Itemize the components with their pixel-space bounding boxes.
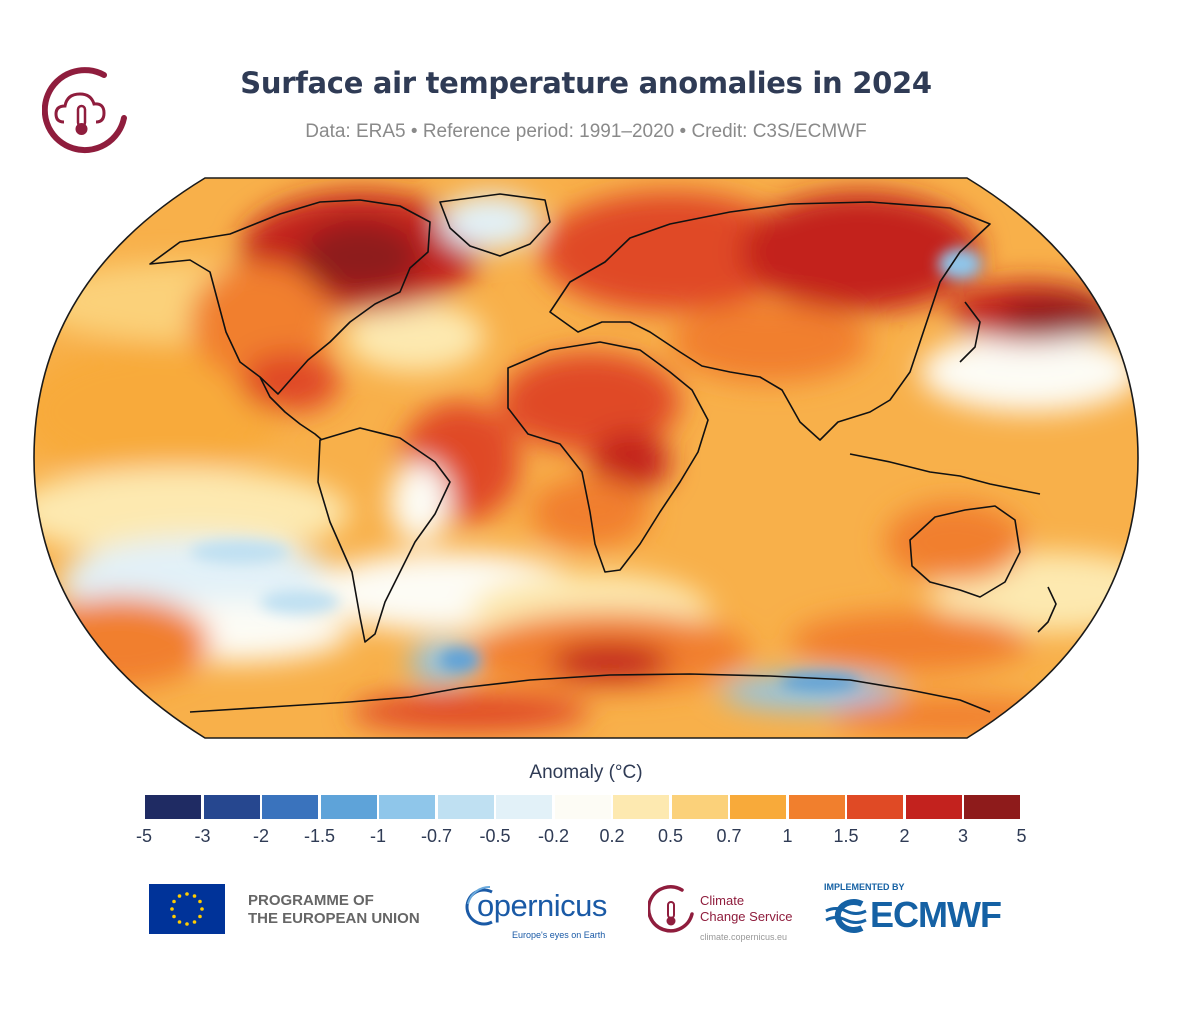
- eu-star-icon: [185, 892, 189, 896]
- ccs-url: climate.copernicus.eu: [700, 932, 788, 942]
- ccs-line-1: Climate: [700, 893, 745, 908]
- color-swatch-14: [964, 795, 1020, 819]
- anomaly-field: [34, 178, 1138, 738]
- color-scale-ticks: -5 -3 -2 -1.5 -1 -0.7 -0.5 -0.2 0.2 0.5 0.7 1 1.5 2 3 5: [0, 826, 1200, 850]
- color-swatch-1: [203, 795, 260, 819]
- eu-star-icon: [177, 894, 182, 898]
- tick-label: -3: [194, 826, 211, 846]
- eu-star-icon: [172, 914, 176, 919]
- color-scale-bar: [145, 795, 1023, 819]
- tick-label: -5: [135, 826, 153, 846]
- eu-star-icon: [172, 899, 176, 904]
- copernicus-wordmark: opernicus: [477, 888, 607, 923]
- tick-label: 0.5: [657, 826, 684, 846]
- color-swatch-9: [671, 795, 728, 819]
- eu-line-2: THE EUROPEAN UNION: [248, 910, 420, 927]
- color-swatch-0: [145, 795, 201, 819]
- tick-label: 0.2: [599, 826, 625, 846]
- page-subtitle: Data: ERA5 • Reference period: 1991–2020…: [305, 121, 867, 142]
- color-swatch-8: [613, 795, 669, 819]
- tick-label: -0.2: [537, 826, 570, 846]
- color-swatch-7: [554, 795, 611, 819]
- climate-change-service-logo: Climate Change Service climate.copernicu…: [648, 882, 798, 942]
- tick-label: -2: [252, 826, 270, 846]
- color-swatch-5: [437, 795, 494, 819]
- eu-star-icon: [200, 907, 204, 911]
- ecmwf-logo: IMPLEMENTED BY ECMWF: [822, 880, 1032, 940]
- color-swatch-12: [847, 795, 903, 819]
- tick-label: 3: [957, 826, 969, 846]
- eu-line-1: PROGRAMME OF: [248, 892, 374, 909]
- legend-title: Anomaly (°C): [529, 762, 643, 783]
- map-border: [33, 177, 1139, 739]
- tick-label: -0.5: [479, 826, 511, 846]
- color-swatch-4: [379, 795, 435, 819]
- color-swatch-3: [320, 795, 377, 819]
- color-swatch-2: [262, 795, 318, 819]
- copernicus-c-icon: [465, 885, 493, 926]
- tick-label: -1: [369, 826, 387, 846]
- page-title: Surface air temperature anomalies in 202…: [240, 66, 932, 100]
- tick-label: 0.7: [716, 826, 742, 846]
- copernicus-tagline: Europe's eyes on Earth: [512, 930, 606, 940]
- tick-label: 5: [1016, 826, 1027, 846]
- ccs-text: Climate Change Service: [700, 893, 793, 925]
- eu-star-icon: [192, 920, 197, 924]
- ccs-thermometer-icon: [648, 885, 694, 933]
- ecmwf-implemented-by: IMPLEMENTED BY: [824, 882, 905, 892]
- world-anomaly-map: [30, 172, 1142, 744]
- ecmwf-wordmark: ECMWF: [870, 894, 1002, 935]
- eu-star-icon: [192, 894, 197, 898]
- partner-logos: PROGRAMME OF THE EUROPEAN UNION opernicu…: [0, 870, 1200, 950]
- eu-star-icon: [170, 907, 174, 911]
- eu-star-icon: [198, 914, 202, 919]
- eu-flag-icon: [149, 884, 225, 934]
- tick-label: 2: [899, 826, 910, 846]
- eu-star-icon: [177, 920, 182, 924]
- ecmwf-swirl-icon: [825, 899, 867, 933]
- color-swatch-11: [788, 795, 845, 819]
- tick-label: 1: [782, 826, 793, 846]
- eu-programme-text: PROGRAMME OF THE EUROPEAN UNION: [248, 892, 420, 928]
- eu-star-icon: [185, 922, 189, 926]
- ccs-line-2: Change Service: [700, 909, 793, 924]
- color-swatch-13: [905, 795, 962, 819]
- c3s-logo-icon: [42, 67, 127, 154]
- tick-label: -0.7: [420, 826, 453, 846]
- color-swatch-10: [730, 795, 786, 819]
- tick-label: 1.5: [833, 826, 859, 846]
- tick-label: -1.5: [303, 826, 336, 846]
- eu-star-icon: [198, 899, 202, 904]
- color-swatch-6: [496, 795, 552, 819]
- copernicus-logo: opernicus Europe's eyes on Earth: [460, 882, 610, 942]
- coastlines: [149, 193, 1057, 713]
